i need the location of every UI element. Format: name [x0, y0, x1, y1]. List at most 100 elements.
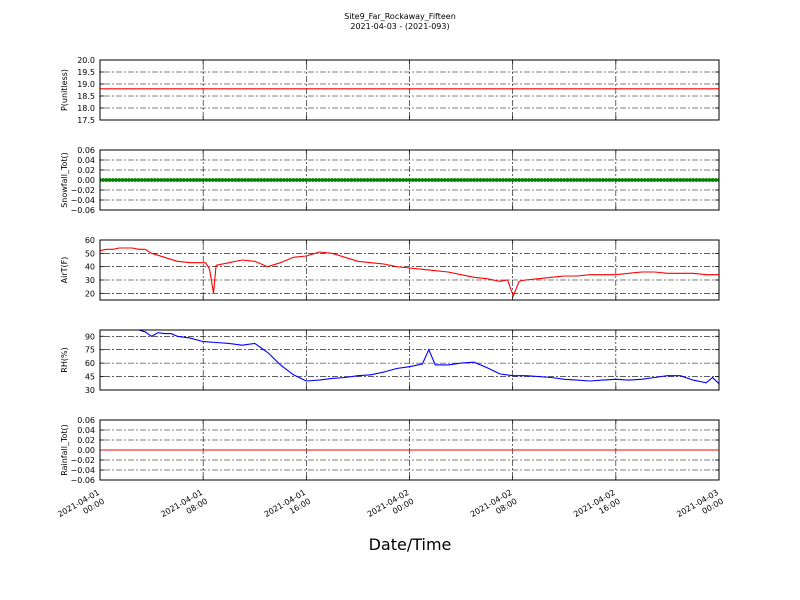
series-4: [138, 330, 719, 385]
data-point: [417, 178, 422, 182]
data-point: [407, 178, 412, 182]
data-point: [484, 178, 489, 182]
data-point: [639, 178, 644, 182]
data-point: [572, 178, 576, 182]
y-tick-label: 17.5: [77, 116, 95, 125]
data-point: [578, 178, 583, 182]
data-point: [533, 178, 538, 182]
data-point: [555, 178, 560, 182]
data-point: [204, 178, 209, 182]
data-point: [394, 178, 399, 182]
data-point: [694, 178, 699, 182]
data-point: [301, 178, 306, 182]
data-point: [107, 178, 112, 182]
series-2: [100, 178, 719, 182]
data-point: [675, 178, 679, 182]
data-point: [152, 178, 157, 182]
data-point: [307, 178, 312, 182]
data-point: [156, 178, 160, 182]
data-point: [439, 178, 444, 182]
data-point: [436, 178, 441, 182]
data-point: [159, 178, 164, 182]
data-point: [381, 178, 386, 182]
data-point: [517, 178, 522, 182]
data-point: [220, 178, 225, 182]
data-point: [626, 178, 631, 182]
data-point: [362, 178, 367, 182]
data-point: [426, 178, 431, 182]
data-point: [475, 178, 480, 182]
data-point: [504, 178, 509, 182]
y-tick-label: 75: [85, 346, 95, 355]
panel-1: 17.5 18.0 18.5 19.0 19.5 20.0 P(unitless): [60, 56, 720, 125]
data-point: [297, 178, 302, 182]
data-point: [372, 178, 376, 182]
y-tick-label: 60: [85, 359, 95, 368]
data-point: [562, 178, 567, 182]
data-point: [655, 178, 660, 182]
data-point: [449, 178, 454, 182]
data-point: [336, 178, 341, 182]
data-point: [671, 178, 676, 182]
data-point: [510, 178, 515, 182]
data-point: [165, 178, 170, 182]
y-tick-label: −0.06: [70, 206, 95, 215]
data-point: [188, 178, 193, 182]
data-point: [681, 178, 686, 182]
data-point: [697, 178, 702, 182]
data-point: [330, 178, 335, 182]
y-tick-label: 40: [85, 263, 95, 272]
data-point: [607, 178, 612, 182]
y-tick-label: 0.02: [77, 436, 95, 445]
data-point: [262, 178, 267, 182]
figure-title-line2: 2021-04-03 - (2021-093): [350, 22, 449, 31]
data-point: [214, 178, 218, 182]
y-tick-label: 60: [85, 236, 95, 245]
data-point: [278, 178, 283, 182]
y-tick-label: 45: [85, 373, 95, 382]
data-point: [281, 178, 286, 182]
data-point: [452, 178, 457, 182]
data-point: [117, 178, 122, 182]
data-point: [288, 178, 293, 182]
data-point: [581, 178, 586, 182]
data-point: [259, 178, 264, 182]
data-point: [233, 178, 238, 182]
data-point: [198, 178, 202, 182]
data-point: [178, 178, 183, 182]
data-point: [207, 178, 212, 182]
data-point: [494, 178, 499, 182]
data-point: [491, 178, 496, 182]
data-point: [617, 178, 621, 182]
data-point: [530, 178, 534, 182]
data-point: [420, 178, 425, 182]
data-point: [688, 178, 692, 182]
data-point: [520, 178, 525, 182]
data-point: [543, 178, 547, 182]
data-point: [465, 178, 470, 182]
data-point: [662, 178, 667, 182]
data-point: [414, 178, 418, 182]
data-point: [104, 178, 109, 182]
data-point: [536, 178, 541, 182]
data-point: [201, 178, 206, 182]
data-point: [552, 178, 557, 182]
data-point: [513, 178, 518, 182]
data-point: [597, 178, 602, 182]
y-tick-label: 20.0: [77, 56, 95, 65]
y-axis-label: RH(%): [60, 347, 69, 372]
x-axis-label: Date/Time: [369, 535, 452, 554]
panel-frame: [99, 419, 720, 481]
y-tick-label: 18.5: [77, 92, 95, 101]
y-tick-label: −0.02: [70, 456, 95, 465]
data-point: [339, 178, 344, 182]
y-tick-label: 19.5: [77, 68, 95, 77]
data-point: [304, 178, 309, 182]
y-tick-label: 0.00: [77, 446, 95, 455]
y-tick-label: −0.04: [70, 466, 95, 475]
data-point: [410, 178, 415, 182]
data-point: [343, 178, 347, 182]
y-tick-label: 30: [85, 276, 95, 285]
y-tick-label: 20: [85, 289, 95, 298]
